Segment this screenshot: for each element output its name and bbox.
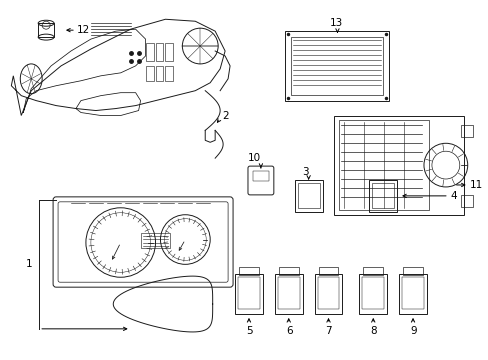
Text: 1: 1	[26, 259, 33, 269]
Bar	[165, 43, 173, 61]
Bar	[155, 43, 163, 61]
Text: 10: 10	[247, 153, 261, 163]
Bar	[317, 277, 339, 309]
Text: 11: 11	[469, 180, 482, 190]
Text: 3: 3	[301, 167, 307, 177]
Bar	[314, 274, 342, 314]
Bar	[460, 125, 472, 137]
Bar	[165, 66, 173, 81]
Text: 6: 6	[285, 326, 292, 336]
Text: 8: 8	[369, 326, 376, 336]
Bar	[398, 274, 426, 314]
Bar	[290, 37, 383, 95]
Bar	[238, 277, 260, 309]
Bar	[339, 121, 428, 210]
Bar	[38, 23, 54, 37]
Bar	[334, 116, 463, 215]
Bar	[401, 277, 423, 309]
Bar	[362, 277, 384, 309]
Bar	[145, 66, 153, 81]
Text: 5: 5	[245, 326, 252, 336]
Bar	[277, 277, 299, 309]
Text: 9: 9	[409, 326, 416, 336]
Bar	[235, 274, 263, 314]
Bar	[368, 180, 396, 212]
Text: 2: 2	[222, 111, 228, 121]
Bar	[145, 43, 153, 61]
Bar	[294, 180, 322, 212]
Bar	[239, 267, 258, 275]
Bar	[359, 274, 386, 314]
Bar	[141, 233, 170, 248]
Text: 12: 12	[77, 25, 90, 35]
Text: 7: 7	[325, 326, 331, 336]
Bar	[297, 183, 319, 208]
Bar	[284, 31, 388, 100]
Bar	[278, 267, 298, 275]
Bar	[402, 267, 422, 275]
Text: 13: 13	[329, 18, 342, 28]
Bar	[155, 66, 163, 81]
Bar	[318, 267, 338, 275]
Bar	[363, 267, 383, 275]
Bar	[371, 183, 393, 208]
Bar	[274, 274, 302, 314]
Text: 4: 4	[450, 191, 456, 201]
Bar	[460, 195, 472, 207]
Bar	[252, 171, 268, 181]
